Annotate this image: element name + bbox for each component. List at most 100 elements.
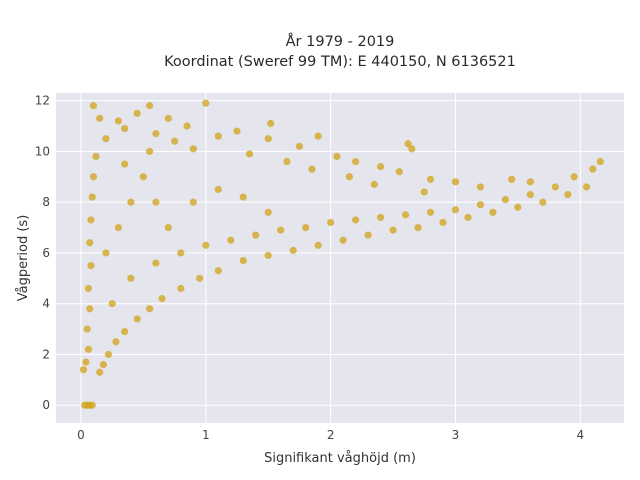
data-point <box>121 328 129 336</box>
data-point <box>152 130 160 138</box>
data-point <box>87 262 95 270</box>
data-point <box>245 150 254 158</box>
data-point <box>376 163 385 171</box>
data-point <box>264 208 272 216</box>
data-point <box>121 124 129 133</box>
data-point <box>314 241 322 249</box>
data-point <box>404 140 412 148</box>
data-point <box>102 249 110 257</box>
data-point <box>514 203 522 211</box>
data-point <box>526 190 534 199</box>
data-point <box>551 183 559 191</box>
data-point <box>195 274 204 282</box>
data-point <box>89 173 98 181</box>
data-point <box>364 231 372 239</box>
data-point <box>308 165 316 173</box>
x-axis-ticks: 0 1 2 3 4 <box>77 428 584 442</box>
data-point <box>177 284 185 293</box>
data-point <box>83 325 91 333</box>
data-point <box>214 267 222 275</box>
data-point <box>214 185 222 194</box>
data-point <box>114 117 123 125</box>
data-point <box>127 198 135 206</box>
data-point <box>345 173 353 181</box>
data-point <box>289 246 297 254</box>
data-point <box>333 152 341 161</box>
data-point <box>86 305 94 313</box>
data-point <box>283 157 291 166</box>
data-point <box>414 223 422 232</box>
x-tick-label: 1 <box>202 428 210 442</box>
data-point <box>508 175 516 183</box>
y-axis-ticks: 0 2 4 6 8 10 12 <box>35 94 50 413</box>
chart-title-line1: År 1979 - 2019 <box>286 33 395 50</box>
data-point <box>420 188 428 196</box>
data-point <box>102 135 110 143</box>
data-point <box>108 300 116 308</box>
data-point <box>539 198 547 206</box>
data-point <box>314 132 322 140</box>
data-point <box>352 216 360 224</box>
data-point <box>239 256 247 265</box>
data-point <box>408 145 416 153</box>
data-point <box>264 135 272 143</box>
data-point <box>426 208 435 216</box>
data-point <box>82 358 90 366</box>
data-point <box>87 216 95 224</box>
data-point <box>239 193 247 201</box>
data-point <box>214 132 222 140</box>
data-point <box>183 122 191 130</box>
data-point <box>84 345 93 353</box>
data-point <box>295 142 304 150</box>
data-point <box>451 206 460 214</box>
x-axis-label: Signifikant våghöjd (m) <box>264 451 416 466</box>
data-point <box>121 160 129 168</box>
data-point <box>152 198 160 206</box>
chart-title-line2: Koordinat (Sweref 99 TM): E 440150, N 61… <box>164 54 516 70</box>
data-point <box>146 102 154 110</box>
y-axis-label: Vågperiod (s) <box>16 215 31 302</box>
data-point <box>352 157 360 166</box>
data-point <box>79 366 88 374</box>
data-point <box>401 211 410 219</box>
data-point <box>158 295 166 303</box>
data-point <box>99 361 108 369</box>
data-point <box>267 119 275 128</box>
data-points <box>79 99 604 409</box>
data-point <box>582 183 591 191</box>
data-point <box>252 231 260 239</box>
data-point <box>202 99 210 107</box>
data-point <box>84 284 93 293</box>
data-point <box>570 173 578 181</box>
data-point <box>589 165 597 173</box>
data-point <box>89 102 98 110</box>
y-tick-label: 8 <box>42 195 50 209</box>
data-point <box>596 157 604 166</box>
data-point <box>88 401 96 409</box>
data-point <box>277 226 285 234</box>
data-point <box>104 350 113 359</box>
data-point <box>170 137 179 145</box>
y-tick-label: 0 <box>42 398 50 412</box>
data-point <box>439 218 447 227</box>
data-point <box>112 338 120 346</box>
y-tick-label: 6 <box>42 246 50 260</box>
data-point <box>464 213 472 221</box>
data-point <box>376 213 385 221</box>
data-point <box>302 223 310 232</box>
data-point <box>476 183 485 191</box>
data-point <box>139 173 147 181</box>
data-point <box>564 190 572 199</box>
x-tick-label: 3 <box>452 428 460 442</box>
data-point <box>96 368 104 376</box>
data-point <box>96 114 104 122</box>
data-point <box>152 259 160 267</box>
x-tick-label: 4 <box>576 428 584 442</box>
data-point <box>146 147 154 155</box>
data-point <box>389 226 397 234</box>
data-point <box>327 218 335 227</box>
x-tick-label: 0 <box>77 428 85 442</box>
data-point <box>489 208 497 216</box>
data-point <box>146 305 154 313</box>
